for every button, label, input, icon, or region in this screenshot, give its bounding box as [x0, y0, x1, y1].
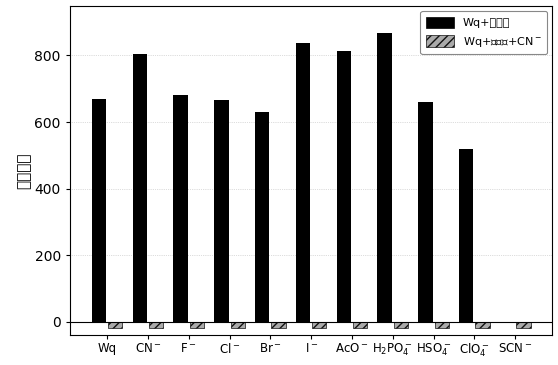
- Bar: [377, 33, 392, 322]
- Bar: [190, 322, 204, 328]
- Bar: [475, 322, 490, 328]
- Bar: [271, 322, 286, 328]
- Bar: [149, 322, 163, 328]
- Bar: [336, 51, 351, 322]
- Bar: [230, 322, 245, 328]
- Bar: [133, 54, 147, 322]
- Bar: [418, 102, 432, 322]
- Bar: [214, 100, 229, 322]
- Bar: [255, 112, 270, 322]
- Bar: [174, 95, 187, 322]
- Bar: [92, 99, 106, 322]
- Legend: Wq+阴离子, Wq+阴离子+CN$^-$: Wq+阴离子, Wq+阴离子+CN$^-$: [420, 11, 547, 54]
- Bar: [353, 322, 367, 328]
- Bar: [459, 149, 473, 322]
- Bar: [108, 322, 122, 328]
- Bar: [312, 322, 326, 328]
- Bar: [516, 322, 531, 328]
- Bar: [296, 43, 310, 322]
- Y-axis label: 荧光强度: 荧光强度: [17, 152, 32, 189]
- Bar: [394, 322, 408, 328]
- Bar: [435, 322, 449, 328]
